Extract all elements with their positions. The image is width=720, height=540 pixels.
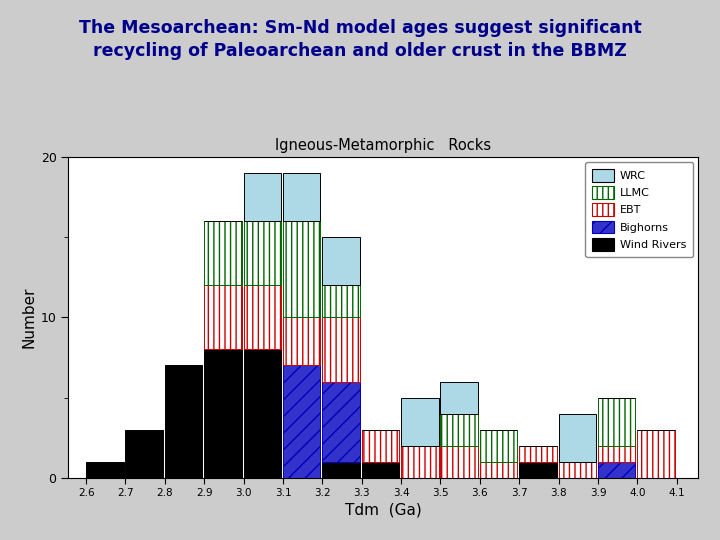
Bar (243, 173, 281, 221)
Legend: WRC, LLMC, EBT, Bighorns, Wind Rivers: WRC, LLMC, EBT, Bighorns, Wind Rivers (585, 162, 693, 258)
Bar (243, 349, 281, 478)
Bar (323, 237, 360, 285)
Bar (243, 221, 281, 285)
Bar (323, 462, 360, 478)
Bar (361, 462, 399, 478)
Bar (86, 462, 124, 478)
Bar (243, 285, 281, 349)
Bar (598, 446, 635, 462)
Bar (480, 430, 517, 462)
Bar (283, 221, 320, 318)
Bar (125, 430, 163, 478)
Bar (598, 397, 635, 446)
Bar (441, 414, 478, 446)
Y-axis label: Number: Number (22, 287, 37, 348)
Bar (204, 285, 242, 349)
Bar (283, 318, 320, 366)
Bar (519, 462, 557, 478)
Bar (323, 285, 360, 318)
Bar (559, 414, 596, 462)
Bar (204, 221, 242, 285)
Bar (361, 430, 399, 462)
Bar (283, 173, 320, 221)
Bar (637, 430, 675, 478)
Bar (441, 381, 478, 414)
Bar (401, 397, 438, 446)
Bar (283, 366, 320, 478)
Text: The Mesoarchean: Sm-Nd model ages suggest significant
recycling of Paleoarchean : The Mesoarchean: Sm-Nd model ages sugges… (78, 19, 642, 60)
X-axis label: Tdm  (Ga): Tdm (Ga) (345, 503, 422, 517)
Bar (519, 446, 557, 462)
Bar (441, 446, 478, 478)
Bar (165, 366, 202, 478)
Bar (401, 446, 438, 478)
Bar (323, 318, 360, 381)
Bar (204, 349, 242, 478)
Title: Igneous-Metamorphic   Rocks: Igneous-Metamorphic Rocks (275, 138, 492, 153)
Bar (480, 462, 517, 478)
Bar (598, 462, 635, 478)
Bar (559, 462, 596, 478)
Bar (323, 381, 360, 462)
